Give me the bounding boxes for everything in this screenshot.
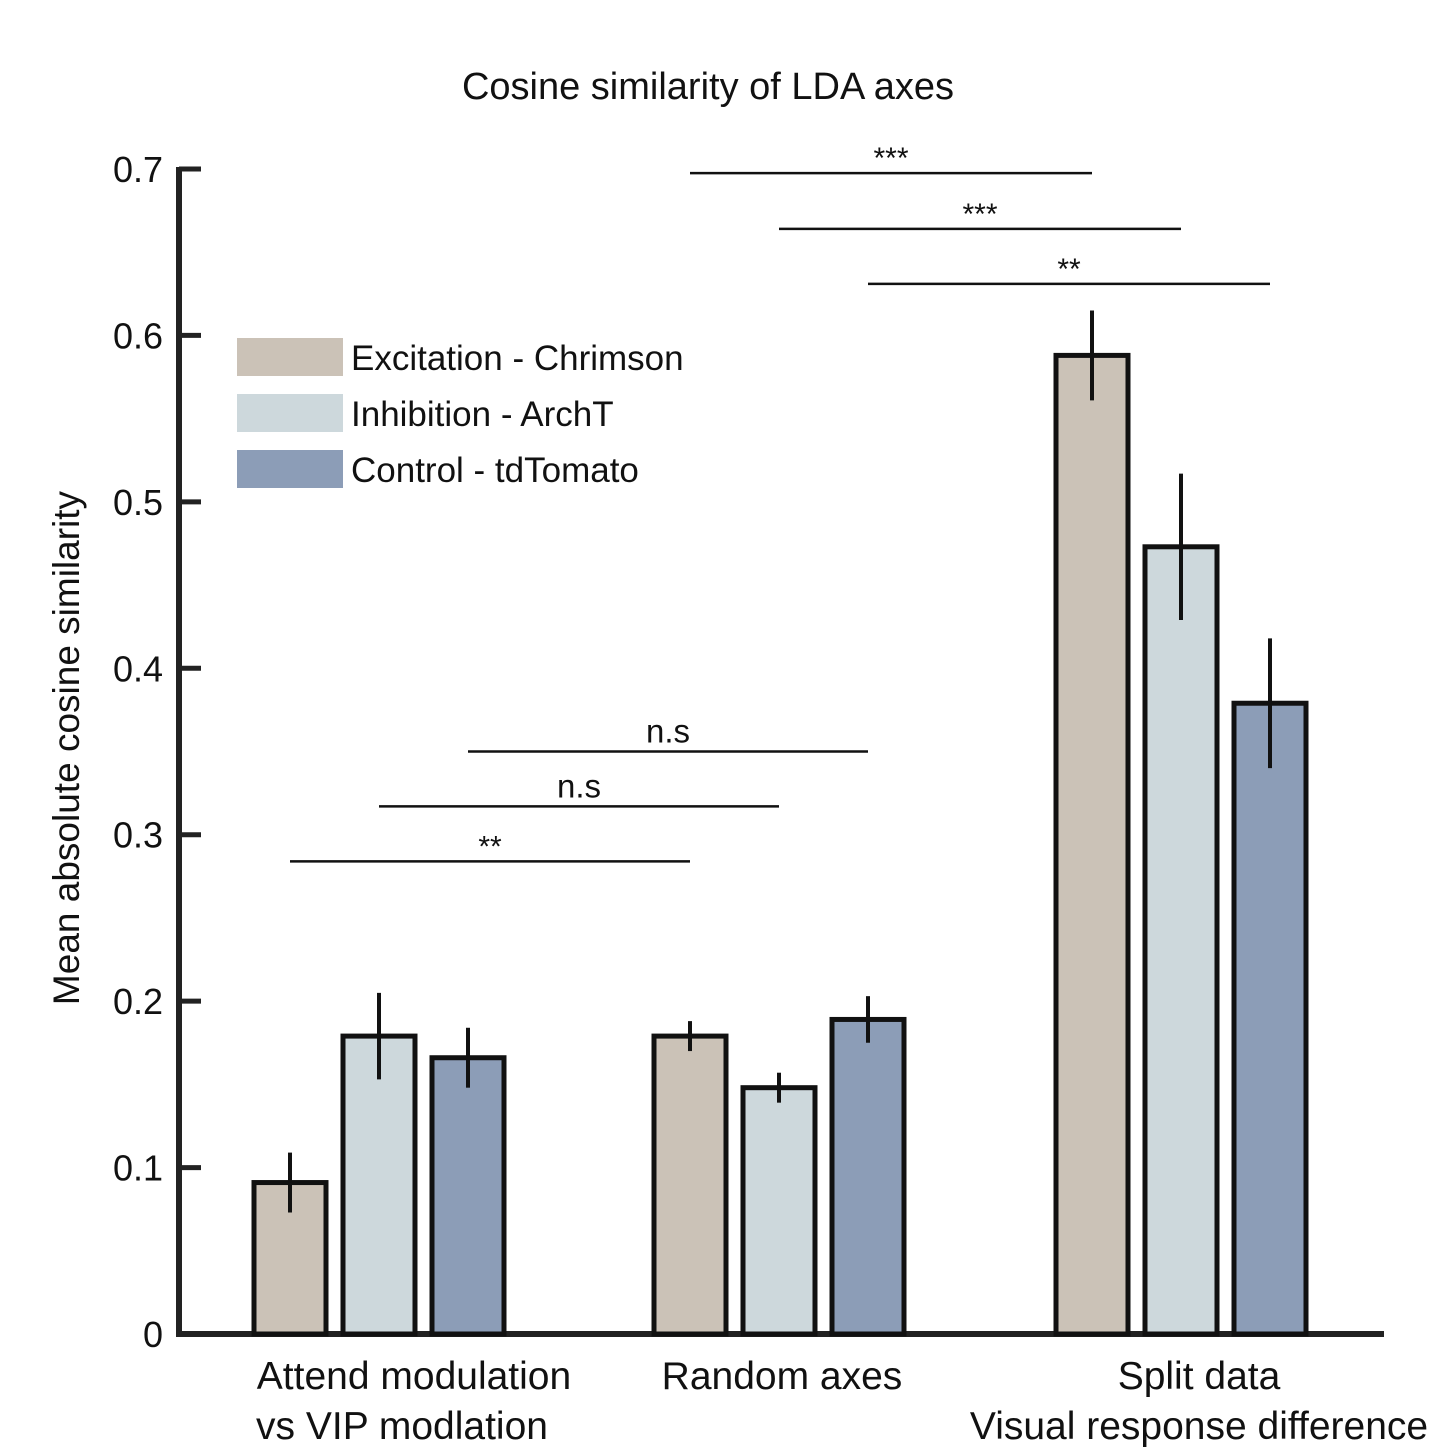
bar <box>1142 544 1220 1337</box>
y-axis-label: Mean absolute cosine similarity <box>46 490 87 1005</box>
y-tick-label: 0.5 <box>113 482 163 523</box>
y-tick-label: 0.1 <box>113 1148 163 1189</box>
legend-swatch <box>237 450 343 488</box>
significance-label: n.s <box>557 767 601 804</box>
bar <box>651 1033 729 1337</box>
significance-label: *** <box>962 198 997 231</box>
y-tick-label: 0 <box>143 1314 163 1355</box>
bar <box>740 1085 818 1337</box>
x-category-label: Random axes <box>662 1355 903 1398</box>
x-category-label: Attend modulation <box>257 1355 571 1398</box>
significance-label: ** <box>478 830 502 863</box>
legend-label: Control - tdTomato <box>351 451 639 490</box>
x-category-label: vs VIP modlation <box>256 1405 548 1448</box>
legend: Excitation - Chrimson Inhibition - ArchT C… <box>237 338 684 490</box>
y-tick-label: 0.2 <box>113 981 163 1022</box>
plot-area: 0 0.1 0.2 0.3 0.4 0.5 0.6 0.7 Attend modulation v… <box>113 142 1428 1448</box>
y-tick-label: 0.7 <box>113 149 163 190</box>
significance-label: n.s <box>646 713 690 750</box>
significance-label: *** <box>873 142 908 175</box>
bar <box>340 1033 418 1337</box>
y-tick-label: 0.3 <box>113 815 163 856</box>
legend-swatch <box>237 338 343 376</box>
bar <box>829 1016 907 1337</box>
y-tick-label: 0.6 <box>113 315 163 356</box>
legend-label: Excitation - Chrimson <box>351 339 684 378</box>
bar <box>1053 352 1131 1337</box>
y-tick-label: 0.4 <box>113 648 163 689</box>
bar <box>1231 700 1309 1337</box>
x-category-label: Visual response difference <box>970 1405 1428 1448</box>
legend-swatch <box>237 394 343 432</box>
bar <box>429 1055 507 1337</box>
x-category-label: Split data <box>1118 1355 1281 1398</box>
legend-label: Inhibition - ArchT <box>351 395 614 434</box>
significance-label: ** <box>1057 253 1081 286</box>
chart-title: Cosine similarity of LDA axes <box>462 66 954 108</box>
